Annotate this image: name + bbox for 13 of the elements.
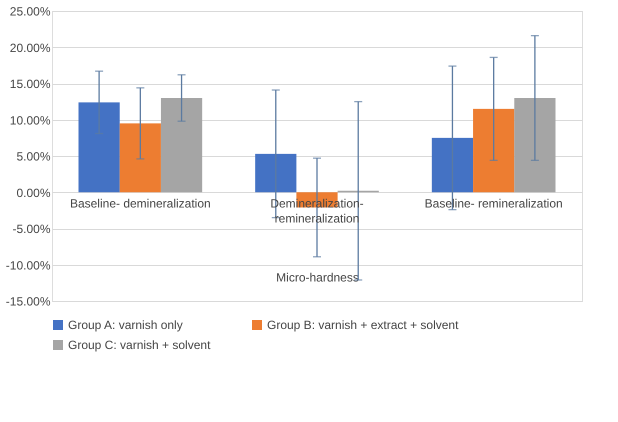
y-tick-label: 15.00% [10, 77, 51, 91]
y-tick-label: 5.00% [16, 150, 51, 164]
y-tick-label: -5.00% [12, 222, 51, 236]
y-tick-label: 10.00% [10, 113, 51, 128]
legend-label: Group A: varnish only [68, 318, 183, 332]
x-tick-label: Baseline- demineralization [70, 196, 211, 210]
y-tick-label: 0.00% [16, 186, 51, 200]
legend-label: Group C: varnish + solvent [68, 338, 212, 352]
y-tick-label: 20.00% [10, 40, 51, 55]
y-tick-label: -10.00% [6, 258, 51, 272]
y-tick-label: -15.00% [6, 294, 51, 308]
y-tick-label: 25.00% [10, 4, 51, 18]
legend-label: Group B: varnish + extract + solvent [267, 318, 460, 332]
